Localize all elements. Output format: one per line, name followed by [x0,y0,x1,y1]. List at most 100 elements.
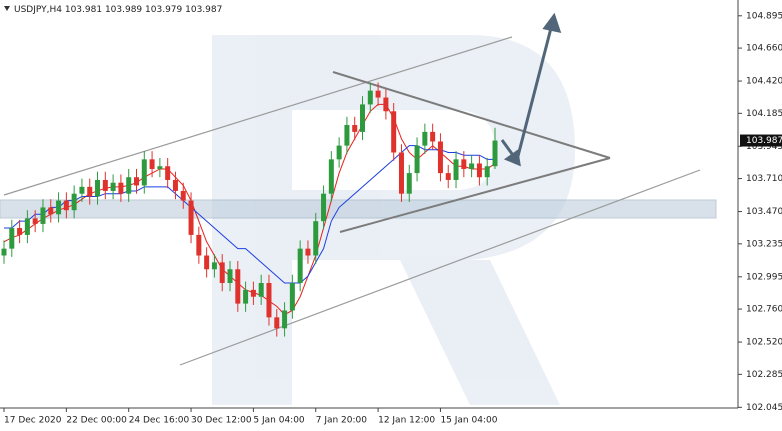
y-tick-label: 103.235 [746,239,782,249]
y-tick-label: 104.895 [746,11,782,21]
indicator-line [4,145,495,284]
x-tick-label: 7 Jan 20:00 [316,416,368,426]
candle-body [48,207,54,215]
candle-body [297,248,303,283]
x-tick-label: 15 Jan 04:00 [440,416,497,426]
candle-body [165,166,171,180]
y-tick-label: 102.285 [746,370,782,380]
candle-body [1,248,7,256]
candle-body [367,90,373,105]
candle-body [289,282,295,311]
candle-body [321,193,327,222]
last-price-box [740,134,782,147]
candle-body [453,159,459,180]
x-tick-label: 17 Dec 2020 [4,416,62,426]
candle-body [391,111,397,153]
candle-body [352,125,358,132]
candle-body [17,228,23,235]
watermark-leg [400,260,560,405]
candle-body [204,255,210,270]
y-tick-label: 102.760 [746,305,782,315]
y-tick-label: 103.470 [746,207,782,217]
arrow-up-head [542,12,562,34]
candle-body [227,269,233,283]
candle-body [87,186,93,197]
header-close: 103.987 [185,5,222,15]
header-low: 103.979 [145,5,182,15]
watermark-stroke [212,35,292,405]
candle-body [180,190,186,201]
last-price-label: 103.987 [746,136,782,146]
candle-body [360,104,366,132]
candle-body [219,262,225,283]
candle-body [172,179,178,191]
channel-top [3,36,513,196]
x-tick-label: 5 Jan 04:00 [253,416,305,426]
candle-body [32,218,38,224]
header-open: 103.981 [65,5,102,15]
candle-body [274,317,280,329]
candle-body [118,182,124,194]
candle-body [79,186,85,194]
candle-body [406,173,412,194]
candle-body [102,179,108,191]
candle-body [430,131,436,142]
x-tick-label: 22 Dec 00:00 [66,416,127,426]
candle-body [149,159,155,169]
candle-body [492,140,498,167]
candle-body [476,163,482,178]
candle-body [24,218,30,235]
y-tick-label: 103.945 [746,142,782,152]
candle-body [196,234,202,256]
y-tick-label: 104.185 [746,109,782,119]
candle-body [437,141,443,174]
candle-body [250,289,256,297]
candle-body [336,145,342,160]
y-tick-label: 103.710 [746,174,782,184]
candle-body [40,207,46,224]
candle-body [258,282,264,297]
candle-body [188,200,194,235]
candle-body [461,159,467,169]
candle-body [157,166,163,169]
candle-body [469,163,475,169]
candle-body [243,289,249,304]
header: USDJPY,H4 103.981 103.989 103.979 103.98… [14,5,222,15]
candle-body [445,173,451,180]
candle-body [235,269,241,304]
candle-body [305,248,311,256]
triangle-bottom [339,157,611,233]
candle-body [95,179,101,197]
candle-body [266,282,272,318]
forecast-arrows [500,12,562,167]
candle-body [328,159,334,194]
candle-body [56,200,62,215]
plot [1,82,498,337]
candle-body [141,159,147,186]
header-high: 103.989 [105,5,142,15]
x-tick-label: 30 Dec 12:00 [191,416,252,426]
menu-icon [4,6,10,11]
candle-body [282,310,288,329]
candle-body [375,90,381,98]
x-tick-label: 12 Jan 12:00 [378,416,435,426]
candle-body [211,262,217,270]
y-tick-label: 102.045 [746,403,782,413]
channel-bottom [179,169,701,366]
triangle-top [332,71,611,159]
candle-body [344,125,350,146]
candle-body [383,97,389,112]
candle-body [422,131,428,146]
y-tick-label: 102.520 [746,338,782,348]
candle-body [484,166,490,178]
candle-body [313,221,319,256]
candle-body [71,193,77,211]
candle-body [414,145,420,174]
candle-body [63,200,69,211]
candle-body [398,152,404,194]
y-tick-label: 104.420 [746,77,782,87]
trend-lines [3,36,701,366]
y-tick-label: 104.660 [746,44,782,54]
